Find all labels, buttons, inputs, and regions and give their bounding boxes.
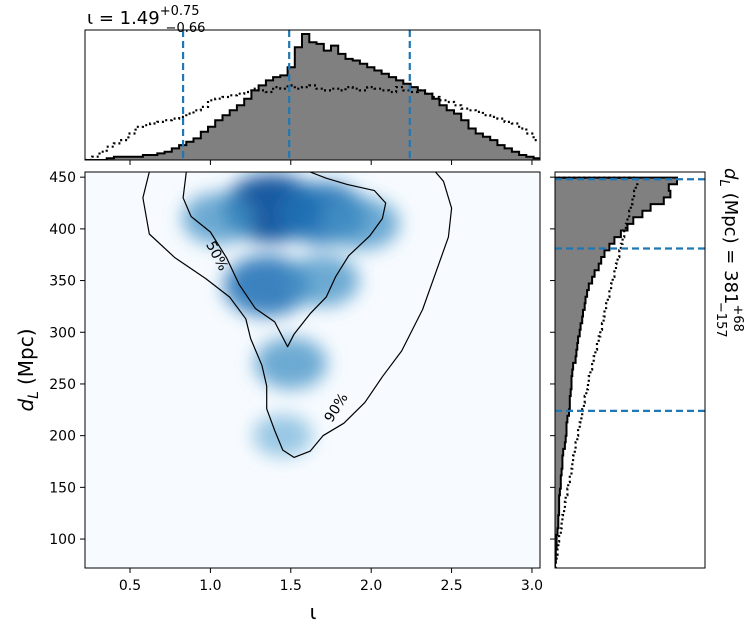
y-axis-label-sub: L [26,391,42,399]
right-y-ticks [550,176,555,540]
y-tick-label-7: 450 [49,170,76,186]
density-peak-2 [182,192,255,245]
y-tick-label-6: 400 [49,222,76,238]
top-title: ι = 1.49+0.75 −0.66 [87,4,205,36]
right-title-sub: L [716,179,731,186]
x-tick-label-1: 1.0 [199,578,221,594]
joint-panel: 50% 90% 0.5 1.0 1.5 2.0 2.5 3.0 1001502002503… [14,170,543,624]
density-peak-4 [223,255,310,317]
contour-layer [142,172,453,458]
y-tick-label-3: 250 [49,377,76,393]
y-axis-label-main: d [14,399,38,412]
density-layer [182,174,400,458]
right-frame [554,171,706,569]
joint-x-axis: 0.5 1.0 1.5 2.0 2.5 3.0 [119,568,543,594]
top-x-ticks [129,160,533,165]
right-title-subscript: −157 [713,302,728,338]
right-title: dL (Mpc) = 381+68−157 [713,168,745,338]
x-tick-label-3: 2.0 [360,578,382,594]
y-tick-label-5: 350 [49,274,76,290]
x-tick-label-5: 3.0 [521,578,543,594]
contour-50pct [182,172,387,348]
right-histogram-bars [555,176,705,568]
y-tick-label-2: 200 [49,429,76,445]
right-hist-dotted [555,176,639,568]
density-peak-5 [286,254,360,307]
top-title-sub: −0.66 [166,21,206,36]
y-tick-label-0: 100 [49,532,76,548]
contour-90pct [142,172,453,458]
joint-frame [84,171,541,569]
svg-text:dL(Mpc): dL (Mpc) [14,328,42,411]
top-histogram-panel: ι = 1.49+0.75 −0.66 [84,4,541,165]
density-peak-3 [326,197,400,250]
top-title-main: ι = 1.49 [87,8,160,29]
x-axis-label: ι [310,600,317,624]
density-peak-6 [254,337,328,390]
right-title-main: d [720,168,741,180]
top-hist-filled [85,33,540,160]
top-frame [84,29,541,161]
y-axis-label-unit: (Mpc) [14,328,38,385]
top-hist-dotted [85,84,540,160]
right-title-unit: (Mpc) = 381 [720,193,741,305]
right-hist-filled [555,176,678,568]
right-histogram-panel: dL (Mpc) = 381+68−157 [550,168,745,569]
x-tick-label-4: 2.5 [440,578,462,594]
top-title-sup: +0.75 [160,4,200,19]
joint-y-axis: 100 150 200 250 300 350 400 450 [49,170,85,548]
y-axis-label: dL (Mpc) [14,328,42,411]
y-tick-label-4: 300 [49,325,76,341]
svg-text:dL(Mpc) = 381+68−157: dL (Mpc) = 381+68−157 [713,168,745,338]
x-tick-label-2: 1.5 [280,578,302,594]
y-tick-label-1: 150 [49,480,76,496]
density-peak-7 [252,414,313,458]
right-title-sup: +68 [730,304,745,331]
x-tick-label-0: 0.5 [119,578,141,594]
top-histogram-bars [85,30,540,160]
